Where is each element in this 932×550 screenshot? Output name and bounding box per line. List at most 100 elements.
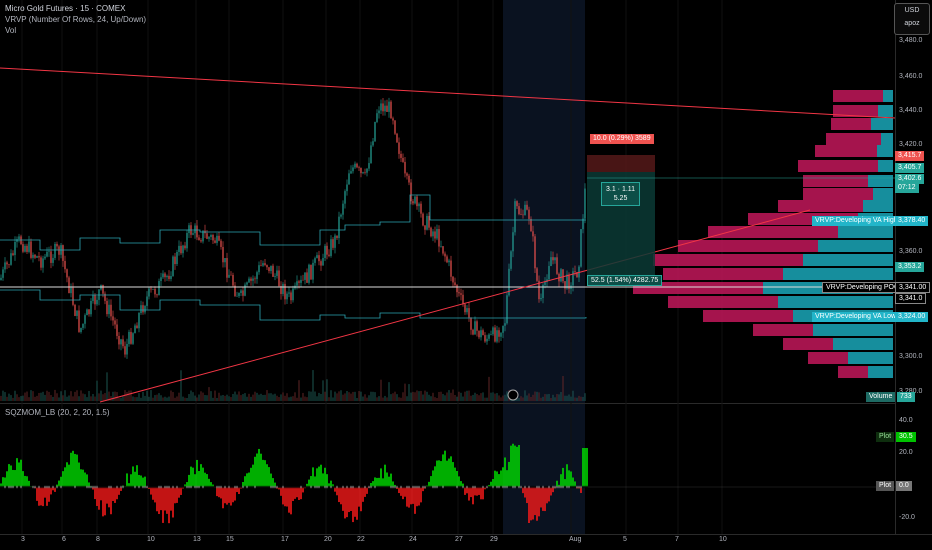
momentum-bar	[178, 487, 180, 498]
volume-bar	[42, 391, 44, 401]
momentum-bar	[106, 487, 108, 504]
volume-bar	[398, 397, 400, 401]
volume-bar	[118, 397, 120, 401]
squeeze-dot	[20, 485, 22, 489]
volume-bar	[226, 394, 228, 401]
candle-body	[196, 225, 198, 238]
squeeze-dot	[224, 485, 226, 489]
momentum-bar	[140, 475, 142, 487]
squeeze-dot	[220, 485, 222, 489]
squeeze-dot	[92, 485, 94, 489]
volume-bar	[224, 395, 226, 401]
take-profit-label[interactable]: 52.5 (1.54%) 4282.75	[587, 275, 663, 286]
candle-body	[526, 204, 528, 210]
momentum-bar	[44, 487, 46, 498]
volume-bar	[132, 396, 134, 401]
squeeze-dot	[236, 485, 238, 489]
candle-body	[426, 215, 428, 230]
candle-body	[174, 256, 176, 265]
candle-body	[348, 173, 350, 185]
candle-body	[70, 287, 72, 294]
stop-zone	[587, 155, 655, 172]
stop-loss-label[interactable]: 10.0 (0.29%) 3589	[590, 134, 654, 144]
candle-body	[550, 257, 552, 267]
squeeze-dot	[168, 485, 170, 489]
momentum-bar	[502, 467, 504, 487]
candle-body	[580, 229, 582, 267]
momentum-bar	[356, 487, 358, 520]
momentum-bar	[228, 487, 230, 503]
volume-indicator-label[interactable]: Vol	[5, 26, 17, 35]
volume-bar	[208, 387, 210, 401]
momentum-bar	[494, 470, 496, 487]
candle-body	[104, 293, 106, 301]
volume-bar	[30, 390, 32, 401]
squeeze-dot	[292, 485, 294, 489]
momentum-bar	[412, 487, 414, 504]
volume-bar	[204, 395, 206, 401]
vrvp-indicator-label[interactable]: VRVP (Number Of Rows, 24, Up/Down)	[5, 15, 147, 24]
volume-bar	[330, 390, 332, 401]
candle-body	[4, 262, 6, 270]
volume-bar	[300, 397, 302, 401]
squeeze-dot	[288, 485, 290, 489]
candle-body	[562, 269, 564, 282]
momentum-bar	[50, 487, 52, 495]
candle-body	[340, 214, 342, 217]
volume-bar	[386, 397, 388, 401]
candle-body	[310, 264, 312, 280]
squeeze-dot	[296, 485, 298, 489]
time-label: 6	[62, 536, 66, 543]
momentum-bar	[450, 456, 452, 487]
momentum-bar	[272, 478, 274, 487]
momentum-bar	[446, 460, 448, 487]
momentum-bar	[334, 487, 336, 492]
candle-body	[270, 265, 272, 272]
momentum-bar	[84, 472, 86, 487]
squeeze-dot	[116, 485, 118, 489]
momentum-bar	[514, 445, 516, 487]
squeeze-dot	[540, 485, 542, 489]
candle-body	[406, 173, 408, 176]
candle-body	[368, 163, 370, 169]
candle-body	[276, 270, 278, 276]
candle-body	[48, 251, 50, 252]
volume-bar	[158, 393, 160, 401]
momentum-bar	[74, 453, 76, 487]
candle-body	[332, 239, 334, 248]
squeeze-dot	[32, 485, 34, 489]
momentum-bar	[432, 470, 434, 487]
momentum-bar	[14, 470, 16, 487]
candle-body	[542, 284, 544, 299]
sqzmom-indicator-label[interactable]: SQZMOM_LB (20, 2, 20, 1.5)	[5, 408, 110, 417]
squeeze-dot	[58, 485, 60, 489]
squeeze-dot	[156, 485, 158, 489]
squeeze-dot	[300, 485, 302, 489]
volume-bar	[366, 397, 368, 401]
time-axis[interactable]: 3 6 8 10 13 15 17 20 22 24 27 29 Aug 5 7…	[0, 536, 932, 550]
volume-bar	[52, 396, 54, 401]
squeeze-dot	[176, 485, 178, 489]
squeeze-dot	[578, 485, 580, 489]
candle-body	[522, 214, 524, 216]
volume-bar	[546, 394, 548, 401]
squeeze-dot	[0, 485, 2, 489]
volume-bar	[354, 391, 356, 401]
squeeze-dot	[566, 485, 568, 489]
risk-reward-text: 3.1 · 1.11	[606, 186, 636, 193]
squeeze-dot	[46, 485, 48, 489]
squeeze-dot	[406, 485, 408, 489]
poc-price-tag: 3,341.00	[895, 282, 931, 293]
volume-bar	[162, 397, 164, 401]
squeeze-dot	[16, 485, 18, 489]
volume-bar	[86, 397, 88, 401]
momentum-bar	[190, 466, 192, 487]
currency-scale-box[interactable]: USD apoz	[894, 3, 930, 35]
candle-body	[226, 258, 228, 278]
risk-reward-label[interactable]: 3.1 · 1.11 5.25	[601, 182, 641, 206]
profile-up-volume	[863, 200, 893, 212]
symbol-title[interactable]: Micro Gold Futures · 15 · COMEX	[5, 4, 126, 13]
squeeze-dot	[328, 485, 330, 489]
squeeze-dot	[254, 485, 256, 489]
